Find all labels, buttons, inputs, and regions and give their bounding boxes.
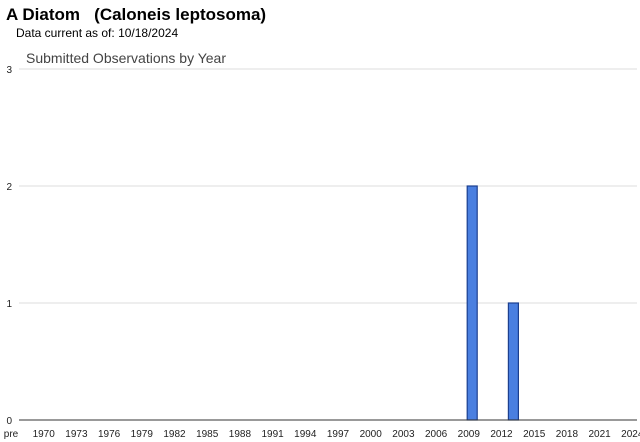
x-tick-labels: pre 1970 1973 1976 1979 1982 1985 1988 1991 1994 1… <box>4 429 640 440</box>
y-tick-label: 1 <box>6 299 12 310</box>
page-header: A Diatom (Caloneis leptosoma) Data curre… <box>6 4 266 40</box>
species-title: A Diatom (Caloneis leptosoma) <box>6 5 267 24</box>
x-tick-label: 2000 <box>360 429 383 440</box>
x-tick-label: 2015 <box>523 429 546 440</box>
x-tick-label: 1982 <box>163 429 186 440</box>
x-tick-label: 1985 <box>196 429 219 440</box>
x-tick-label: 1997 <box>327 429 350 440</box>
x-tick-label: 1973 <box>65 429 88 440</box>
y-tick-label: 0 <box>6 416 12 427</box>
data-current-label: Data current as of: <box>16 26 115 40</box>
x-tick-label: 2024 <box>621 429 640 440</box>
x-tick-label: 2018 <box>556 429 579 440</box>
x-tick-label: 2003 <box>392 429 415 440</box>
y-tick-labels: 0 1 2 3 <box>6 65 12 427</box>
chart-title: Submitted Observations by Year <box>26 50 226 66</box>
y-tick-label: 3 <box>6 65 12 76</box>
gridlines <box>19 68 637 304</box>
x-tick-label: 1988 <box>229 429 252 440</box>
x-tick-label: 2012 <box>490 429 513 440</box>
x-tick-label: 1979 <box>131 429 154 440</box>
data-current-date: 10/18/2024 <box>118 26 179 40</box>
x-tick-label: 2009 <box>458 429 481 440</box>
x-tick-label: 1970 <box>33 429 56 440</box>
x-tick-label: 2021 <box>588 429 611 440</box>
observations-bar-chart: Submitted Observations by Year 0 1 2 3 pre 1… <box>4 50 640 440</box>
x-tick-label: 2006 <box>425 429 448 440</box>
x-tick-label: 1976 <box>98 429 121 440</box>
bar <box>507 302 519 421</box>
bar <box>466 185 478 421</box>
x-tick-label: 1994 <box>294 429 317 440</box>
x-tick-label: pre <box>4 429 19 440</box>
data-current-line: Data current as of: 10/18/2024 <box>16 26 266 40</box>
x-tick-label: 1991 <box>261 429 284 440</box>
y-tick-label: 2 <box>6 182 12 193</box>
